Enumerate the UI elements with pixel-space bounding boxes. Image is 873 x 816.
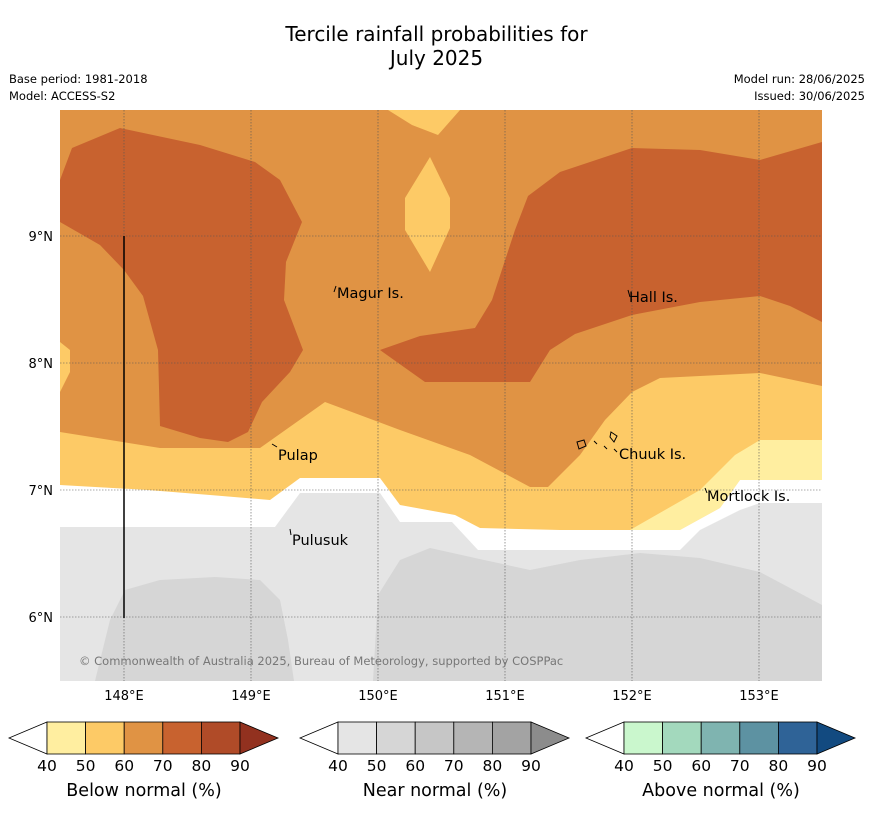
colorbar-tick-label: 80 — [483, 757, 503, 775]
probability-contours — [60, 110, 822, 681]
colorbar-segment — [453, 721, 493, 755]
colorbar-segment — [85, 721, 125, 755]
title-line-1: Tercile rainfall probabilities for — [285, 22, 588, 46]
region-below-70-80-west — [60, 128, 303, 442]
colorbar-tick-label: 90 — [230, 757, 250, 775]
island-pulap — [271, 443, 278, 448]
colorbar-tick-label: 90 — [521, 757, 541, 775]
region-below-50-60-patch — [405, 157, 450, 272]
colorbar-segment — [162, 721, 202, 755]
base-period: Base period: 1981-2018 — [9, 72, 148, 86]
chart-title: Tercile rainfall probabilities for July … — [0, 22, 873, 70]
colorbar-segment — [662, 721, 702, 755]
region-below-50-60-left — [60, 342, 70, 392]
island-hall — [627, 289, 631, 298]
lat-tick-label: 8°N — [29, 357, 54, 372]
colorbar-tick-label: 90 — [807, 757, 827, 775]
colorbar-segment — [123, 721, 164, 755]
lon-tick-label: 152°E — [612, 689, 652, 704]
colorbar-near-normal: 40 50 60 70 80 90 — [298, 721, 571, 775]
colorbar-under-triangle — [584, 721, 625, 755]
region-below-50-60-top — [388, 110, 460, 135]
colorbar-tick-label: 60 — [405, 757, 425, 775]
colorbar-tick-label: 40 — [37, 757, 57, 775]
colorbar-label-below: Below normal (%) — [66, 781, 222, 801]
region-below-40-50 — [630, 440, 822, 530]
colorbar-over-triangle — [530, 721, 571, 755]
colorbar-segment — [700, 721, 741, 755]
colorbar-tick-label: 60 — [114, 757, 134, 775]
region-below-70-80-east — [380, 142, 822, 382]
model-name: Model: ACCESS-S2 — [9, 89, 116, 103]
island-chuuk-group — [576, 431, 618, 453]
colorbar-tick-label: 70 — [730, 757, 750, 775]
colorbar-segment — [414, 721, 455, 755]
colorbar-segment — [778, 721, 818, 755]
place-label-mortlock: Mortlock Is. — [707, 489, 790, 505]
lon-tick-label: 149°E — [231, 689, 271, 704]
model-run: Model run: 28/06/2025 — [733, 72, 865, 86]
lon-tick-label: 148°E — [104, 689, 144, 704]
colorbar-tick-label: 80 — [192, 757, 212, 775]
colorbar-below-normal: 40 50 60 70 80 90 — [7, 721, 280, 775]
axis-ticks: 148°E 149°E 150°E 151°E 152°E 153°E 9°N … — [29, 230, 779, 704]
colorbar-segment — [491, 721, 532, 755]
colorbar-under-triangle — [298, 721, 339, 755]
place-labels: Magur Is. Hall Is. Pulap Chuuk Is. Mortl… — [278, 286, 790, 549]
colorbar-tick-label: 60 — [691, 757, 711, 775]
island-pulusuk — [289, 528, 292, 536]
place-label-magur: Magur Is. — [337, 286, 404, 302]
colorbar-over-triangle — [239, 721, 280, 755]
lat-tick-label: 7°N — [29, 484, 54, 499]
colorbar-tick-label: 50 — [653, 757, 673, 775]
island-mortlock — [704, 487, 708, 494]
island-outlines — [271, 285, 708, 536]
colorbar-segment — [739, 721, 779, 755]
colorbar-segment — [623, 721, 663, 755]
region-near-50-60-west — [95, 577, 294, 681]
colorbar-label-near: Near normal (%) — [362, 781, 508, 801]
lon-tick-label: 153°E — [739, 689, 779, 704]
colorbar-segment — [337, 721, 377, 755]
place-label-chuuk: Chuuk Is. — [619, 447, 686, 463]
colorbar-tick-label: 80 — [769, 757, 789, 775]
colorbar-tick-label: 40 — [328, 757, 348, 775]
lon-tick-label: 151°E — [485, 689, 525, 704]
colorbar-above-normal: 40 50 60 70 80 90 — [584, 721, 857, 775]
lat-tick-label: 6°N — [29, 611, 54, 626]
place-label-pulap: Pulap — [278, 448, 318, 464]
lon-tick-label: 150°E — [358, 689, 398, 704]
colorbar-segment — [46, 721, 86, 755]
lat-tick-label: 9°N — [29, 230, 54, 245]
colorbar-tick-label: 40 — [614, 757, 634, 775]
meta-left: Base period: 1981-2018 Model: ACCESS-S2 — [9, 71, 148, 105]
colorbar-tick-label: 50 — [76, 757, 96, 775]
island-magur — [333, 285, 337, 293]
copyright-text: © Commonwealth of Australia 2025, Bureau… — [79, 654, 563, 668]
colorbar-over-triangle — [816, 721, 857, 755]
colorbar-segment — [200, 721, 241, 755]
title-line-2: July 2025 — [389, 46, 484, 70]
place-label-hall: Hall Is. — [629, 290, 678, 306]
colorbar-label-above: Above normal (%) — [642, 781, 800, 801]
colorbar-tick-label: 70 — [153, 757, 173, 775]
colorbar-segment — [376, 721, 416, 755]
meta-right: Model run: 28/06/2025 Issued: 30/06/2025 — [734, 71, 865, 105]
colorbar-tick-label: 70 — [444, 757, 464, 775]
colorbar-tick-label: 50 — [367, 757, 387, 775]
region-near-50-60-east — [373, 548, 822, 681]
place-label-pulusuk: Pulusuk — [292, 533, 349, 549]
colorbar-under-triangle — [7, 721, 48, 755]
issued-date: Issued: 30/06/2025 — [754, 89, 865, 103]
